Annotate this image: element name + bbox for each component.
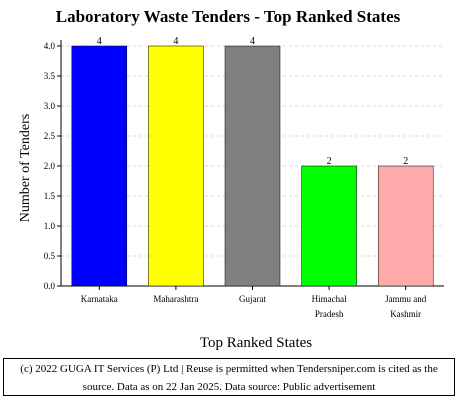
bar-value-label: 2	[327, 156, 332, 167]
bar-chart: Laboratory Waste Tenders - Top Ranked St…	[18, 7, 444, 351]
bar-value-label: 4	[250, 36, 255, 47]
x-tick-label: Kashmir	[390, 309, 421, 319]
y-tick-label: 3.0	[44, 101, 56, 111]
y-tick-label: 3.5	[44, 71, 56, 81]
bar	[224, 45, 281, 287]
x-tick-label: Maharashtra	[153, 294, 198, 304]
labels: 0.0 0.5 1.0 1.5 2.0 2.5 3.0 3.5 4.0 4 Karnataka 4 Ma…	[44, 36, 427, 319]
y-tick-label: 4.0	[44, 41, 56, 51]
bar	[301, 165, 357, 287]
y-tick-label: 0.0	[44, 281, 56, 291]
footer-credits: (c) 2022 GUGA IT Services (P) Ltd | Reus…	[3, 358, 455, 396]
bar-value-label: 2	[403, 156, 408, 167]
y-tick-label: 2.0	[44, 161, 56, 171]
x-tick-label: Karnataka	[81, 294, 118, 304]
bars	[71, 45, 434, 287]
x-tick-label: Himachal	[312, 294, 347, 304]
x-tick-label: Gujarat	[239, 294, 266, 304]
bar	[71, 45, 128, 287]
y-axis-label: Number of Tenders	[18, 114, 33, 222]
bar	[377, 165, 434, 287]
chart-title: Laboratory Waste Tenders - Top Ranked St…	[56, 7, 401, 26]
y-tick-label: 2.5	[44, 131, 56, 141]
bar-value-label: 4	[173, 36, 178, 47]
x-tick-label: Jammu and	[385, 294, 427, 304]
x-tick-label: Pradesh	[315, 309, 344, 319]
y-tick-label: 1.0	[44, 221, 56, 231]
bar	[148, 45, 204, 287]
footer-line-1: (c) 2022 GUGA IT Services (P) Ltd | Reus…	[20, 363, 438, 375]
y-tick-label: 0.5	[44, 251, 56, 261]
y-tick-label: 1.5	[44, 191, 56, 201]
footer-line-2: source. Data as on 22 Jan 2025. Data sou…	[82, 381, 376, 393]
x-axis-label: Top Ranked States	[200, 335, 312, 351]
bar-value-label: 4	[97, 36, 102, 47]
